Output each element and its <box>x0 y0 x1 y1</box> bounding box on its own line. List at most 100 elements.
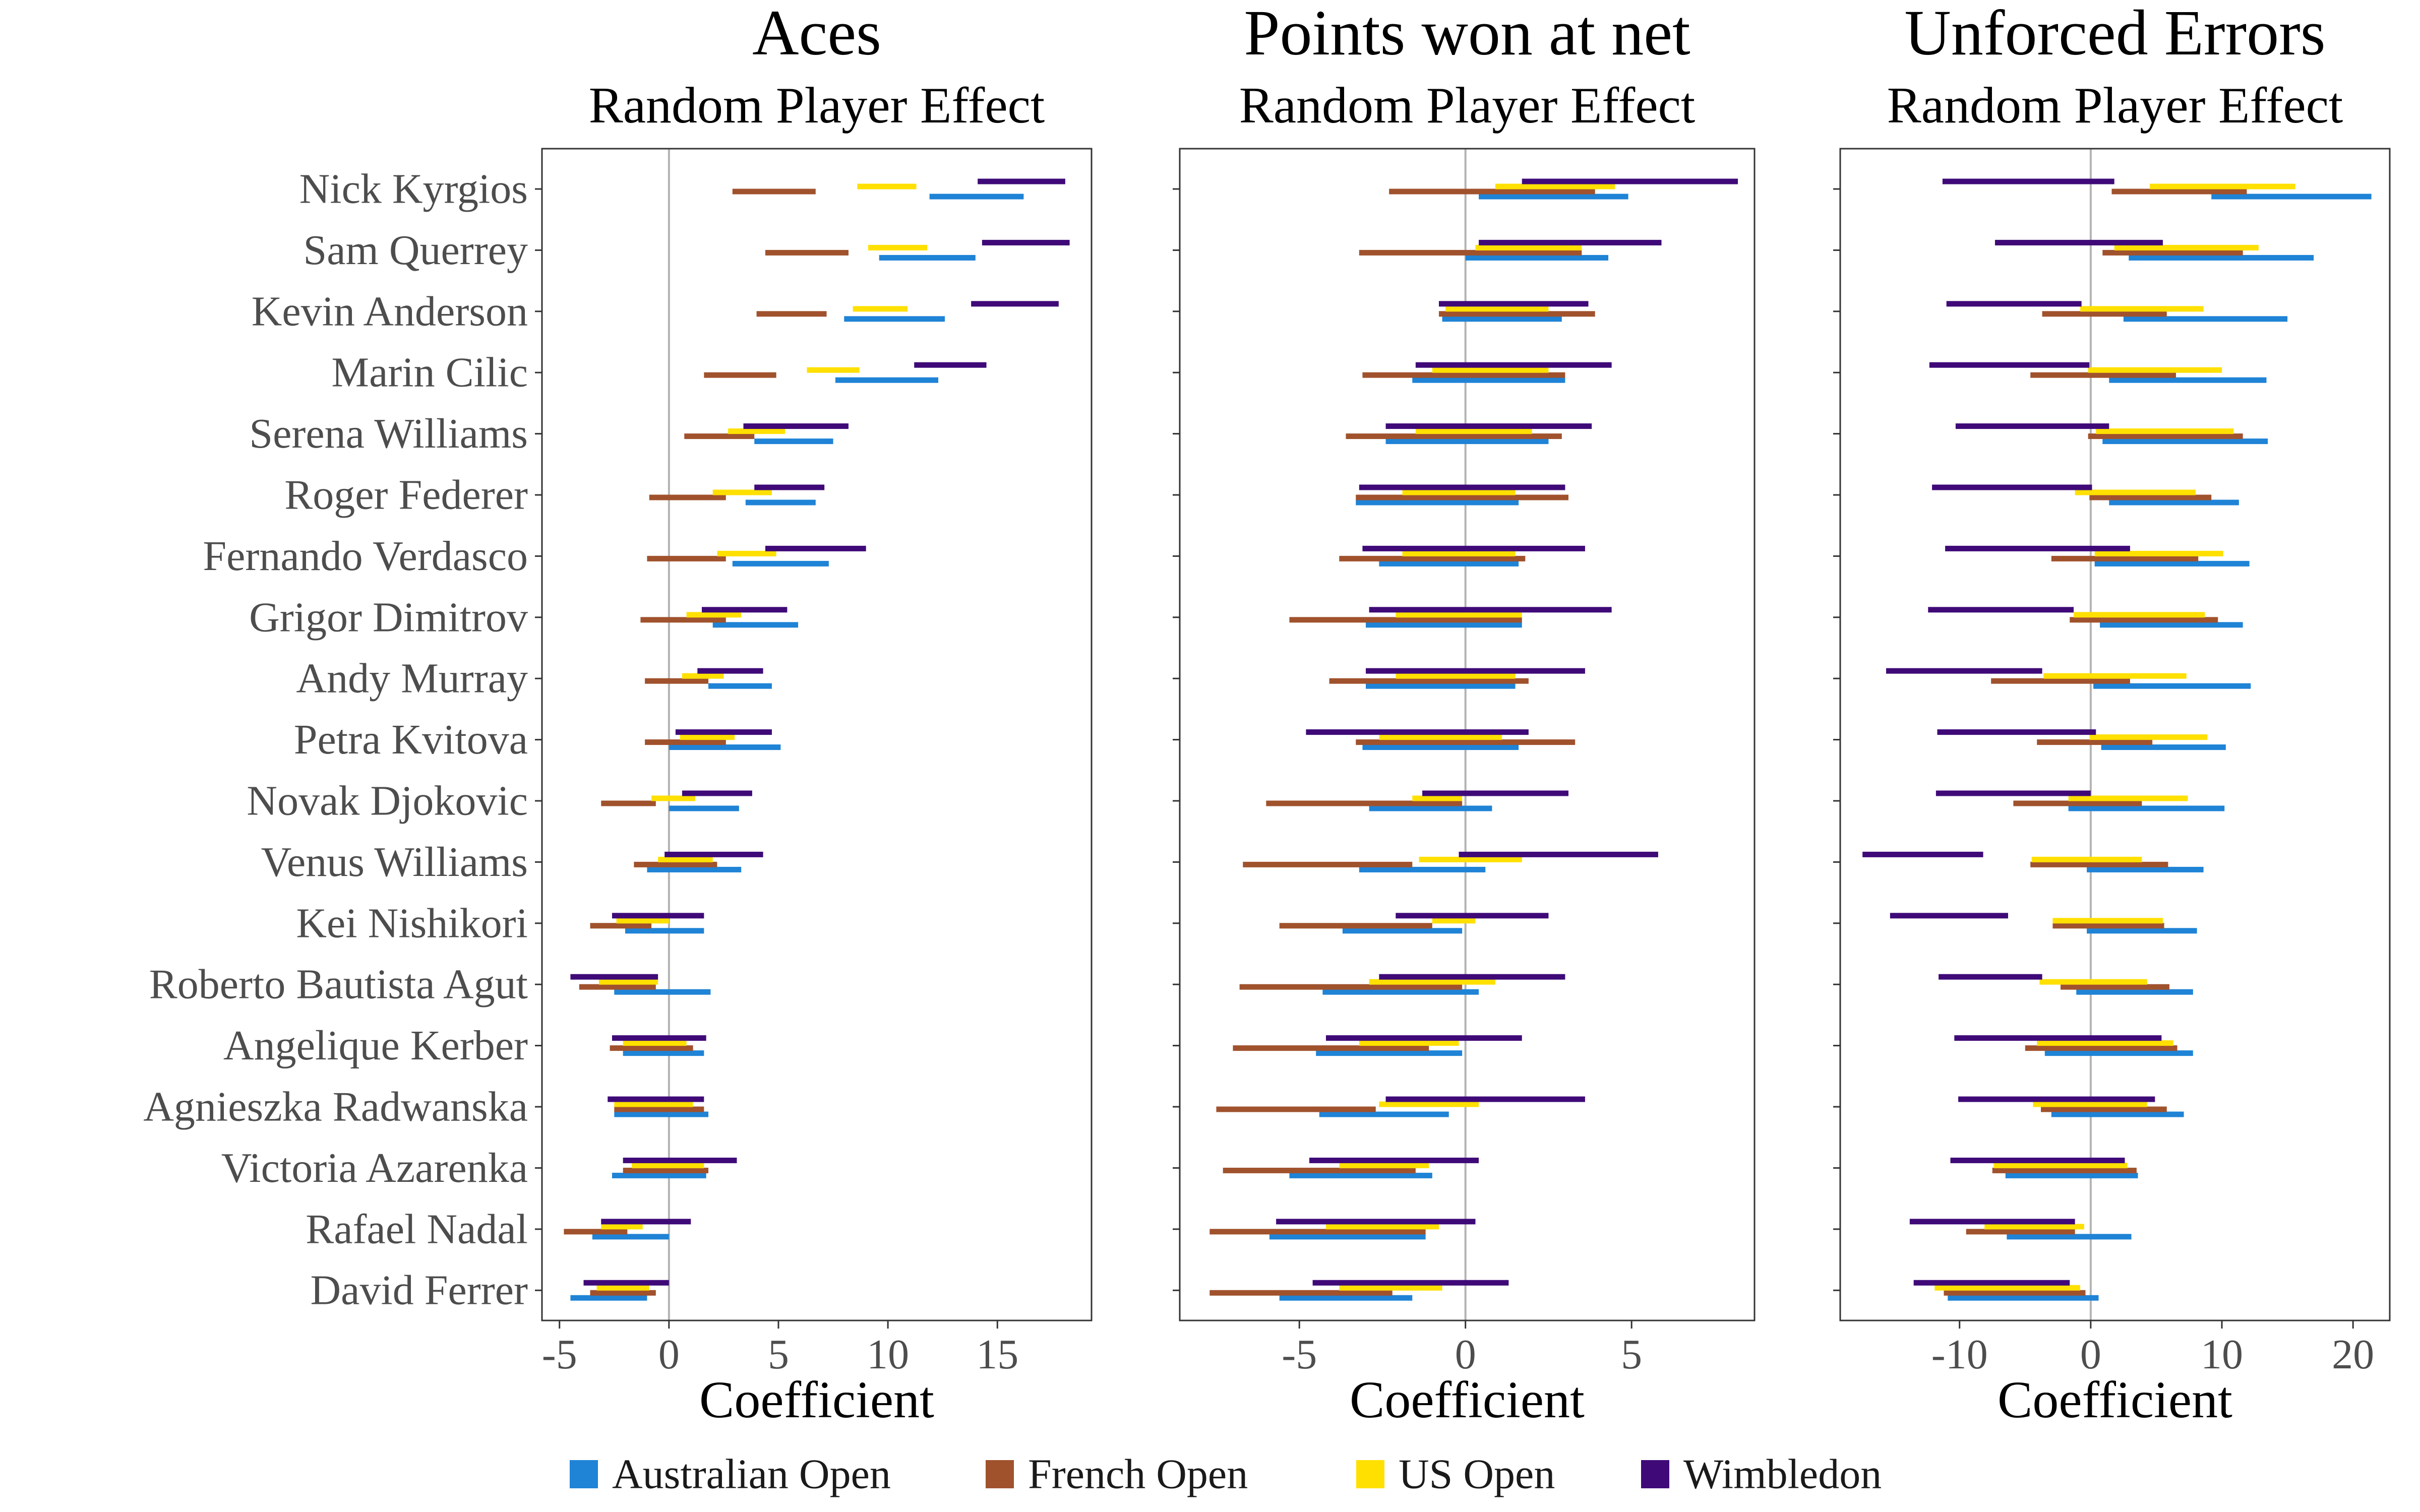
bar-interval <box>1479 194 1628 200</box>
bar-interval <box>2033 1101 2147 1107</box>
bar-interval <box>2088 433 2243 439</box>
x-tick-label: 0 <box>2080 1331 2101 1378</box>
bar-interval <box>1342 928 1463 934</box>
bar-interval <box>2037 739 2153 745</box>
bar-interval <box>982 239 1070 245</box>
y-tick-label: Kei Nishikori <box>296 900 528 947</box>
y-tick-label: Victoria Azarenka <box>221 1145 528 1191</box>
bar-interval <box>1233 1045 1429 1051</box>
series-us-open <box>1934 183 2295 1291</box>
bar-interval <box>1994 239 2163 245</box>
bar-interval <box>612 913 704 919</box>
bar-interval <box>686 612 742 618</box>
bar-interval <box>669 805 739 811</box>
panel-3: Unforced Errors Random Player Effect -10 0 1… <box>1833 0 2391 1429</box>
bar-interval <box>971 301 1059 307</box>
bar-interval <box>570 1295 647 1301</box>
bar-interval <box>2101 744 2226 750</box>
bar-interval <box>754 438 833 445</box>
bar-interval <box>649 494 726 500</box>
panel-title: Unforced Errors <box>1904 0 2325 69</box>
bar-interval <box>2037 1040 2173 1046</box>
bar-interval <box>2025 1045 2177 1051</box>
bar-interval <box>745 499 816 506</box>
bar-interval <box>1316 1050 1463 1056</box>
bar-interval <box>1932 484 2092 490</box>
y-tick-label: Agnieszka Radwanska <box>143 1084 528 1130</box>
bar-interval <box>1379 560 1519 566</box>
bar-interval <box>1209 1290 1393 1296</box>
y-tick-label: Sam Querrey <box>303 227 528 274</box>
bar-interval <box>2088 367 2222 373</box>
bar-interval <box>1279 1295 1413 1301</box>
bar-interval <box>590 923 652 929</box>
bar-interval <box>2087 928 2197 934</box>
bar-interval <box>1209 1229 1426 1235</box>
bar-interval <box>1396 913 1549 919</box>
bar-interval <box>625 928 704 934</box>
bar-interval <box>1944 1290 2086 1296</box>
series-french-open <box>564 188 849 1296</box>
bar-interval <box>1325 1224 1439 1230</box>
bar-interval <box>1396 612 1522 618</box>
bar-interval <box>2109 377 2267 383</box>
y-tick-label: Rafael Nadal <box>306 1206 528 1252</box>
bar-interval <box>1379 734 1502 740</box>
x-axis-label: Coefficient <box>699 1371 934 1429</box>
y-tick-label: Angelique Kerber <box>223 1022 528 1069</box>
bar-interval <box>2030 861 2168 867</box>
bar-interval <box>2123 316 2288 322</box>
bar-interval <box>2102 249 2243 256</box>
bar-interval <box>1359 249 1582 256</box>
bar-interval <box>1362 545 1585 551</box>
series-australian-open <box>1269 194 1628 1301</box>
bar-interval <box>684 433 755 439</box>
bar-interval <box>1495 183 1615 190</box>
bar-interval <box>664 851 763 857</box>
bar-interval <box>608 1096 704 1102</box>
bar-interval <box>1432 367 1549 373</box>
panel-subtitle: Random Player Effect <box>1239 77 1696 134</box>
bar-interval <box>2039 979 2147 985</box>
bar-interval <box>2211 194 2372 200</box>
panel-border <box>1839 148 2391 1321</box>
bar-interval <box>1909 1219 2075 1225</box>
bar-interval <box>623 1050 704 1056</box>
bar-interval <box>1266 800 1463 806</box>
series-french-open <box>1944 188 2247 1296</box>
bar-interval <box>717 550 776 556</box>
bar-interval <box>2111 188 2247 195</box>
bar-interval <box>756 311 827 317</box>
bar-interval <box>1339 1162 1429 1168</box>
bar-interval <box>2075 489 2196 495</box>
bar-interval <box>1243 861 1413 867</box>
bar-interval <box>2076 989 2193 995</box>
bar-interval <box>601 1219 691 1225</box>
x-tick-label: 15 <box>976 1331 1018 1378</box>
bar-interval <box>1289 617 1522 623</box>
bar-interval <box>978 178 1065 184</box>
bar-interval <box>669 744 781 750</box>
bar-interval <box>2100 622 2243 628</box>
bar-interval <box>623 1157 737 1163</box>
bar-interval <box>1223 1167 1416 1173</box>
y-tick-label: Novak Djokovic <box>247 778 528 825</box>
bar-interval <box>2080 306 2204 312</box>
bar-interval <box>697 668 763 674</box>
bar-interval <box>1385 438 1549 445</box>
series-australian-open <box>570 194 1024 1301</box>
x-axis-label: Coefficient <box>1998 1371 2232 1429</box>
bar-interval <box>1216 1106 1376 1112</box>
series-wimbledon <box>570 178 1070 1286</box>
bar-interval <box>1366 622 1522 628</box>
bar-interval <box>2007 1234 2132 1240</box>
bar-interval <box>1412 377 1565 383</box>
bar-interval <box>675 729 772 735</box>
legend: Australian Open French Open US Open Wimbled… <box>570 1451 1882 1498</box>
legend-swatch <box>1641 1460 1669 1488</box>
series-us-open <box>596 183 928 1291</box>
bar-interval <box>614 1106 704 1112</box>
bar-interval <box>1935 790 2091 796</box>
bar-interval <box>1993 1162 2128 1168</box>
bar-interval <box>1412 795 1463 801</box>
